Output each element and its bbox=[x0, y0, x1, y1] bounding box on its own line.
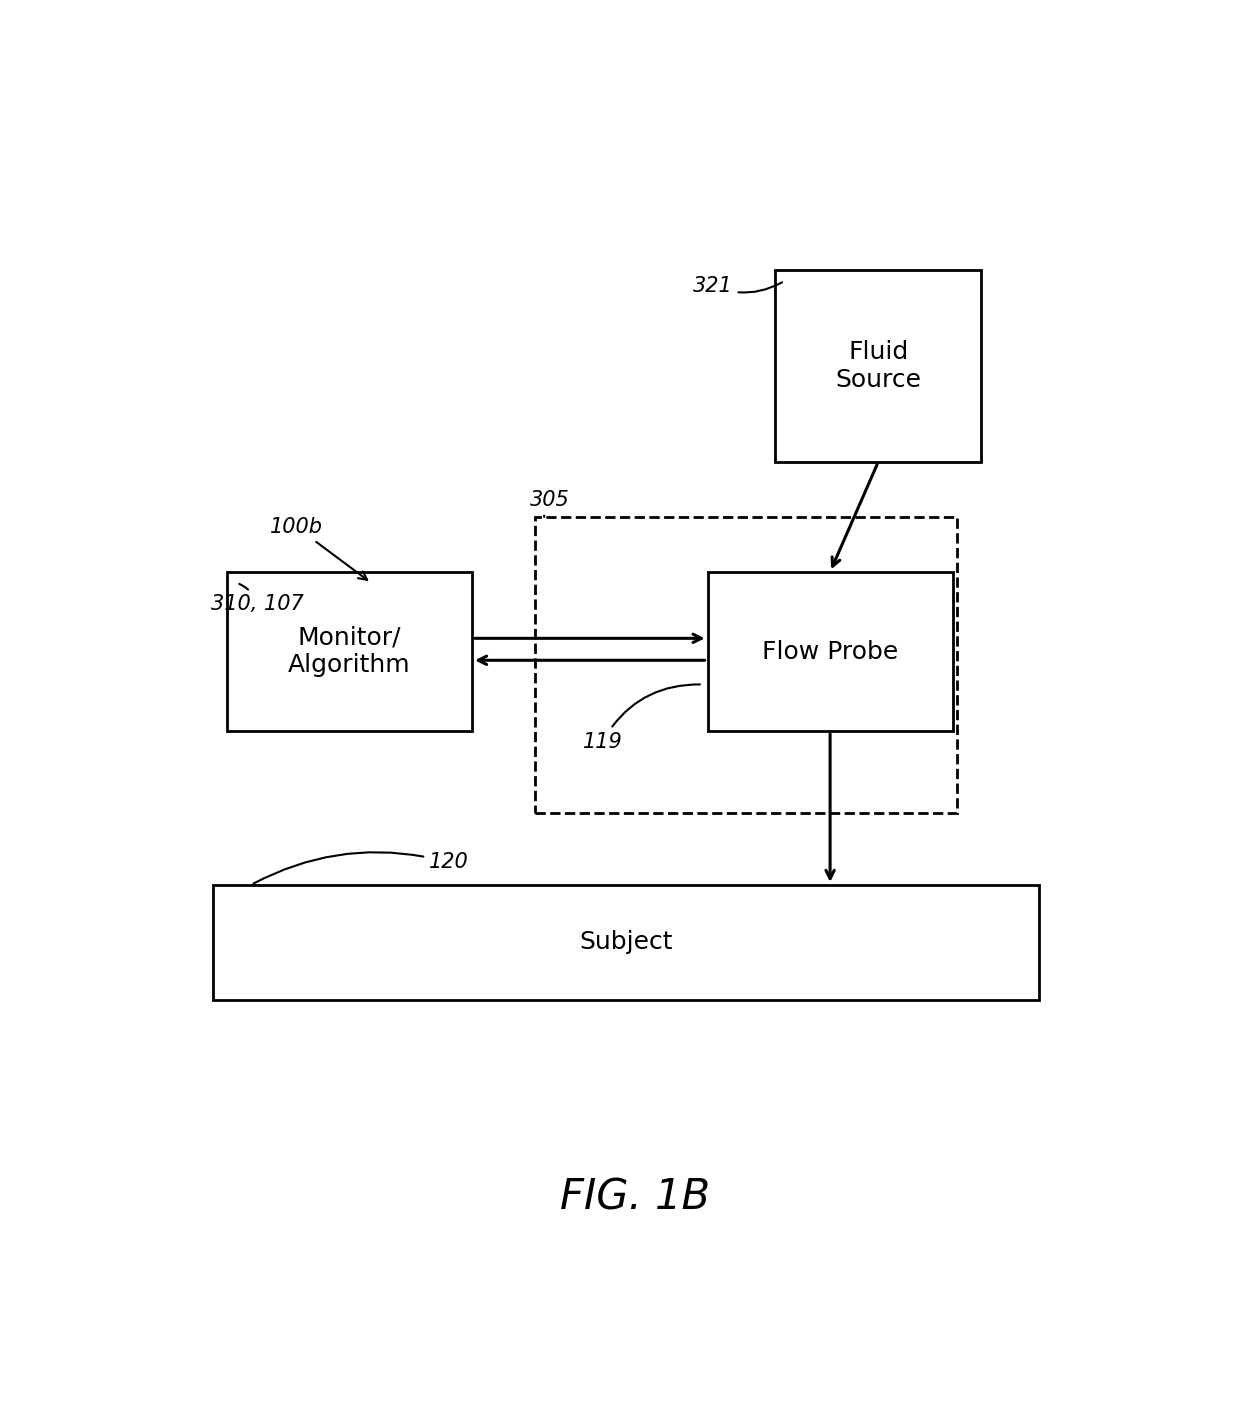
Bar bbox=[227, 572, 472, 732]
Bar bbox=[775, 270, 982, 462]
Bar bbox=[708, 572, 952, 732]
Text: 321: 321 bbox=[693, 275, 782, 297]
Text: FIG. 1B: FIG. 1B bbox=[560, 1176, 711, 1219]
Text: Flow Probe: Flow Probe bbox=[761, 639, 898, 663]
Text: Monitor/
Algorithm: Monitor/ Algorithm bbox=[288, 626, 410, 677]
Text: 120: 120 bbox=[253, 853, 469, 884]
Bar bbox=[534, 518, 957, 813]
Text: 305: 305 bbox=[529, 491, 569, 518]
Text: Fluid
Source: Fluid Source bbox=[836, 341, 921, 392]
Text: Subject: Subject bbox=[579, 931, 672, 954]
Text: 310, 107: 310, 107 bbox=[211, 583, 304, 615]
Text: 119: 119 bbox=[583, 684, 701, 752]
Text: 100b: 100b bbox=[270, 518, 367, 580]
Bar bbox=[213, 884, 1039, 1000]
